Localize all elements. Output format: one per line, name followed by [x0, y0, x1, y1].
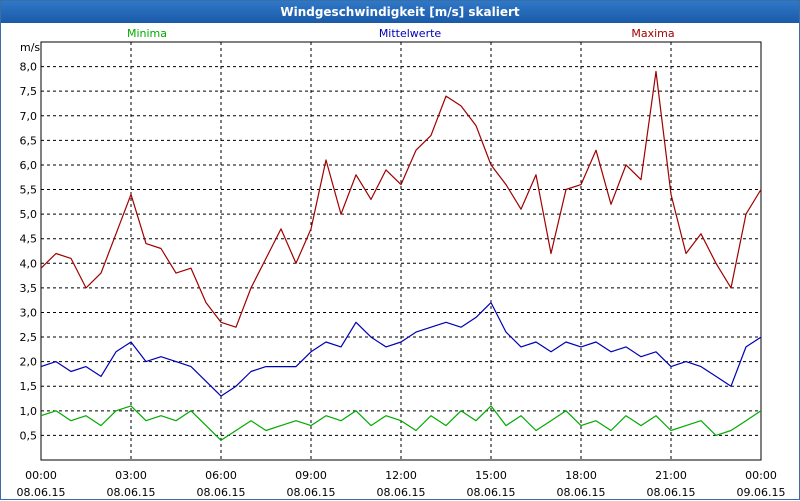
y-tick-label: 3,5 [20, 282, 38, 295]
x-tick-time-label: 15:00 [475, 469, 507, 482]
y-tick-label: 4,0 [20, 257, 38, 270]
x-tick-date-label: 08.06.15 [287, 486, 336, 499]
series-line-mittelwerte [40, 302, 762, 397]
x-tick-date-label: 08.06.15 [467, 486, 516, 499]
y-axis-label: m/s [20, 41, 40, 54]
y-tick-label: 3,0 [20, 306, 38, 319]
y-tick-label: 6,5 [20, 134, 38, 147]
x-tick-time-label: 12:00 [385, 469, 417, 482]
y-tick-label: 5,0 [20, 208, 38, 221]
y-tick-label: 6,0 [20, 159, 38, 172]
y-tick-label: 2,5 [20, 331, 38, 344]
chart-axes: 0,5 1,0 1,5 2,0 2,5 3,0 3,5 4,0 4,5 5,0 5,5 6,0 6,5 7… [17, 41, 786, 499]
series-line-minima [40, 405, 762, 441]
x-tick-date-label: 08.06.15 [17, 486, 66, 499]
x-tick-date-label: 08.06.15 [377, 486, 426, 499]
x-tick-date-label: 08.06.15 [647, 486, 696, 499]
x-tick-time-label: 03:00 [115, 469, 147, 482]
y-tick-label: 5,5 [20, 184, 38, 197]
y-tick-label: 8,0 [20, 61, 38, 74]
x-tick-date-label: 08.06.15 [107, 486, 156, 499]
chart-grid [41, 42, 761, 460]
y-tick-label: 1,0 [20, 405, 38, 418]
y-tick-label: 0,5 [20, 429, 38, 442]
x-tick-time-label: 18:00 [565, 469, 597, 482]
x-tick-time-label: 21:00 [655, 469, 687, 482]
x-tick-date-label: 08.06.15 [557, 486, 606, 499]
x-tick-date-label: 08.06.15 [197, 486, 246, 499]
chart-legend: Minima Mittelwerte Maxima [127, 27, 675, 40]
y-tick-label: 7,5 [20, 85, 38, 98]
y-tick-label: 4,5 [20, 233, 38, 246]
legend-entry-mittelwerte: Mittelwerte [379, 27, 442, 40]
y-tick-label: 1,5 [20, 380, 38, 393]
chart-title: Windgeschwindigkeit [m/s] skaliert [1, 1, 799, 23]
legend-entry-minima: Minima [127, 27, 167, 40]
chart-series [40, 70, 762, 441]
x-tick-time-label: 00:00 [745, 469, 777, 482]
series-line-maxima [40, 70, 762, 328]
plot-area-frame [40, 41, 762, 461]
x-tick-time-label: 00:00 [25, 469, 57, 482]
x-tick-time-label: 06:00 [205, 469, 237, 482]
legend-entry-maxima: Maxima [631, 27, 674, 40]
y-tick-label: 7,0 [20, 110, 38, 123]
x-tick-date-label: 09.06.15 [737, 486, 786, 499]
x-tick-time-label: 09:00 [295, 469, 327, 482]
y-tick-label: 2,0 [20, 356, 38, 369]
